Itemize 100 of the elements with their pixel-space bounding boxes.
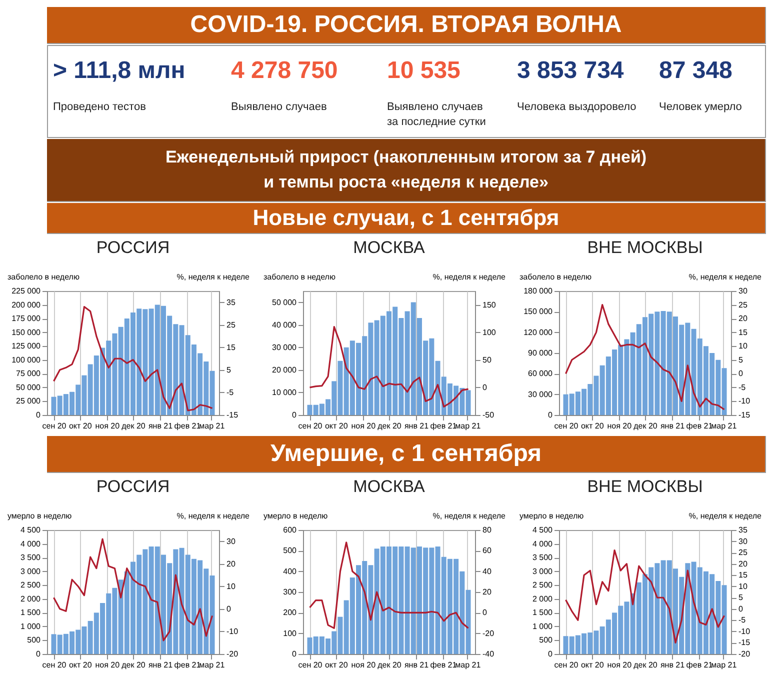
y2-tick-label: 20 bbox=[226, 559, 236, 568]
line-series bbox=[308, 326, 470, 408]
y2-tick-label: 10 bbox=[226, 582, 236, 591]
y2-tick-label: -20 bbox=[482, 628, 495, 638]
x-tick-label: дек 20 bbox=[634, 660, 658, 670]
y-tick-label: 2 500 bbox=[532, 580, 554, 590]
y2-tick-label: 30 bbox=[738, 536, 748, 546]
chart-title: МОСКВА bbox=[353, 238, 426, 257]
x-tick-label: мар 21 bbox=[711, 422, 738, 430]
text: Проведено тестов bbox=[53, 101, 146, 113]
text: COVID-19. РОССИЯ. ВТОРАЯ ВОЛНА bbox=[190, 11, 622, 38]
x-tick-label: ноя 20 bbox=[351, 660, 376, 670]
text: Человек умерло bbox=[659, 101, 742, 113]
text: 4 278 750 bbox=[231, 57, 338, 84]
y2-tick-label: -50 bbox=[482, 410, 495, 420]
y2-tick-label: -15 bbox=[738, 638, 751, 648]
x-tick-label: дек 20 bbox=[378, 422, 402, 430]
y-tick-label: 175 000 bbox=[12, 314, 42, 324]
y2-tick-label: 25 bbox=[738, 548, 748, 558]
x-tick-label: окт 20 bbox=[68, 660, 92, 670]
y-axis-title: заболело в неделю bbox=[8, 272, 80, 282]
x-tick-label: мар 21 bbox=[199, 660, 226, 670]
y-tick-label: 1 000 bbox=[532, 622, 554, 631]
y-tick-label: 4 500 bbox=[20, 526, 42, 534]
text: Выявлено случаев bbox=[231, 101, 327, 113]
x-tick-label: ноя 20 bbox=[351, 422, 376, 430]
y2-tick-label: 50 bbox=[482, 355, 492, 364]
x-tick-label: фев 21 bbox=[174, 660, 202, 670]
y-tick-label: 400 bbox=[283, 566, 298, 576]
x-tick-label: фев 21 bbox=[430, 422, 458, 430]
text: > 111,8 млн bbox=[53, 57, 186, 84]
line-series bbox=[52, 538, 214, 642]
y-axis-title: умерло в неделю bbox=[520, 512, 584, 520]
x-tick-label: окт 20 bbox=[580, 422, 604, 430]
y-tick-label: 3 500 bbox=[532, 553, 554, 562]
text: Еженедельный прирост (накопленным итогом за 7 дней) и темпы роста «неделя к неделе» bbox=[165, 148, 647, 192]
x-tick-label: ноя 20 bbox=[607, 422, 632, 430]
x-tick-label: мар 21 bbox=[199, 422, 226, 430]
y2-tick-label: 150 bbox=[482, 300, 496, 310]
y2-tick-label: 10 bbox=[738, 582, 748, 591]
y-tick-label: 40 000 bbox=[272, 320, 298, 330]
y2-tick-label: 5 bbox=[738, 355, 744, 364]
y-tick-label: 30 000 bbox=[272, 342, 298, 352]
y-tick-label: 180 000 bbox=[524, 286, 554, 296]
y-tick-label: 2 500 bbox=[20, 580, 42, 590]
x-tick-label: сен 20 bbox=[554, 660, 579, 670]
y2-tick-label: -10 bbox=[738, 396, 751, 406]
x-tick-label: окт 20 bbox=[68, 422, 92, 430]
x-tick-label: ноя 20 bbox=[607, 660, 632, 670]
chart-title: МОСКВА bbox=[353, 477, 426, 496]
x-tick-label: сен 20 bbox=[42, 422, 67, 430]
y2-tick-label: 0 bbox=[738, 604, 744, 614]
y-tick-label: 500 bbox=[27, 636, 42, 645]
y2-tick-label: 60 bbox=[482, 546, 492, 556]
y-tick-label: 300 bbox=[283, 588, 298, 596]
y2-tick-label: 100 bbox=[482, 328, 496, 337]
x-tick-label: дек 20 bbox=[634, 422, 658, 430]
y-tick-label: 50 000 bbox=[272, 298, 298, 307]
y-tick-label: 120 000 bbox=[524, 328, 554, 337]
x-tick-label: сен 20 bbox=[298, 660, 323, 670]
x-tick-label: окт 20 bbox=[324, 422, 348, 430]
text: 3 853 734 bbox=[517, 57, 624, 84]
x-tick-label: фев 21 bbox=[686, 422, 714, 430]
y2-tick-label: 40 bbox=[482, 566, 492, 576]
y-tick-label: 0 bbox=[36, 410, 42, 420]
x-tick-label: окт 20 bbox=[324, 660, 348, 670]
y-tick-label: 150 000 bbox=[12, 328, 42, 337]
x-tick-label: янв 21 bbox=[404, 422, 430, 430]
y-tick-label: 225 000 bbox=[12, 286, 42, 296]
x-tick-label: сен 20 bbox=[554, 422, 579, 430]
y2-tick-label: -15 bbox=[738, 410, 751, 420]
y-tick-label: 25 000 bbox=[16, 396, 42, 406]
y2-tick-label: -5 bbox=[738, 382, 746, 392]
y2-tick-label: 35 bbox=[738, 526, 748, 534]
y-tick-label: 200 000 bbox=[12, 300, 42, 310]
chart-title: РОССИЯ bbox=[96, 238, 170, 257]
y2-tick-label: 20 bbox=[738, 314, 748, 324]
y2-tick-label: 20 bbox=[482, 588, 492, 596]
y-tick-label: 0 bbox=[36, 650, 42, 658]
y2-tick-label: 35 bbox=[226, 298, 236, 307]
y2-tick-label: 30 bbox=[226, 536, 236, 546]
chart-title: РОССИЯ bbox=[96, 477, 170, 496]
y-axis-title: умерло в неделю bbox=[264, 512, 328, 520]
y2-axis-title: %, неделя к неделе bbox=[432, 512, 506, 520]
x-tick-label: фев 21 bbox=[174, 422, 202, 430]
y2-axis-title: %, неделя к неделе bbox=[176, 512, 250, 520]
y2-tick-label: 0 bbox=[482, 382, 488, 392]
y2-tick-label: -40 bbox=[482, 650, 495, 658]
y-tick-label: 200 bbox=[283, 608, 298, 618]
x-tick-label: окт 20 bbox=[580, 660, 604, 670]
x-tick-label: дек 20 bbox=[378, 660, 402, 670]
y-tick-label: 2 000 bbox=[20, 594, 42, 604]
x-tick-label: дек 20 bbox=[122, 422, 146, 430]
y-tick-label: 3 500 bbox=[20, 553, 42, 562]
y-tick-label: 500 bbox=[283, 546, 298, 556]
chart-title: ВНЕ МОСКВЫ bbox=[587, 477, 703, 496]
y2-tick-label: 80 bbox=[482, 526, 492, 534]
x-tick-label: янв 21 bbox=[404, 660, 430, 670]
y-tick-label: 3 000 bbox=[20, 566, 42, 576]
x-tick-label: сен 20 bbox=[298, 422, 323, 430]
